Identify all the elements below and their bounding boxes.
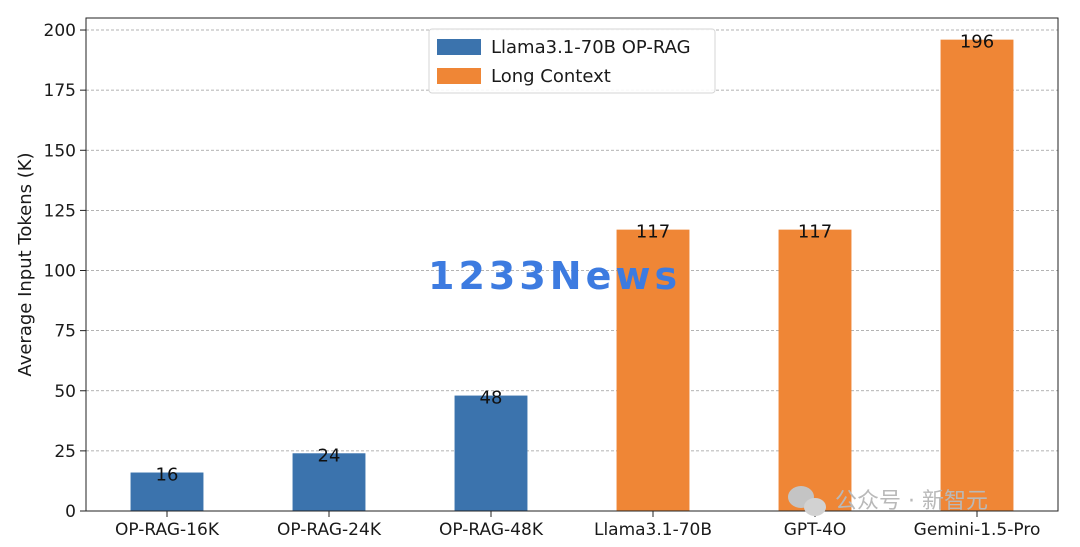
- y-tick-label: 75: [54, 322, 76, 342]
- wechat-icon: [788, 486, 826, 516]
- y-tick-label: 0: [65, 502, 76, 522]
- bar-value-label: 117: [798, 222, 832, 243]
- x-tick-label: OP-RAG-16K: [115, 520, 220, 540]
- bar-value-label: 48: [480, 388, 503, 409]
- watermark-text: 1233News: [428, 254, 681, 298]
- y-tick-label: 50: [54, 382, 76, 402]
- y-tick-label: 125: [44, 201, 76, 221]
- legend-box: [428, 28, 716, 94]
- bars: [130, 39, 1014, 512]
- legend-swatch: [437, 68, 481, 84]
- y-tick-label: 100: [44, 262, 76, 282]
- y-axis-title: Average Input Tokens (K): [15, 152, 36, 376]
- y-tick-label: 200: [44, 21, 76, 41]
- legend-label: Llama3.1-70B OP-RAG: [491, 37, 691, 58]
- plot-frame: [85, 17, 1059, 512]
- bar-op-rag-24k: [292, 453, 366, 511]
- bar-value-label: 24: [318, 445, 341, 466]
- bar-op-rag-16k: [130, 472, 204, 511]
- x-tick-label: GPT-4O: [784, 520, 847, 540]
- bar-value-label: 117: [636, 222, 670, 243]
- x-tick-label: OP-RAG-24K: [277, 520, 382, 540]
- bar-value-label: 196: [960, 32, 994, 53]
- wechat-text: 公众号 · 新智元: [835, 489, 988, 514]
- x-axis: OP-RAG-16K OP-RAG-24K OP-RAG-48K Llama3.1-7…: [115, 511, 1040, 540]
- y-tick-label: 150: [44, 141, 76, 161]
- data-labels: 16 24 48 117 117 196: [156, 32, 995, 486]
- bar-gemini-1-5-pro: [940, 39, 1014, 512]
- x-tick-label: Llama3.1-70B: [594, 520, 712, 540]
- bar-llama3-1-70b: [616, 229, 690, 511]
- legend-label: Long Context: [491, 66, 611, 87]
- bar-op-rag-48k: [454, 395, 528, 511]
- bar-value-label: 16: [156, 465, 179, 486]
- x-tick-label: Gemini-1.5-Pro: [914, 520, 1041, 540]
- bar-gpt-4o: [778, 229, 852, 511]
- wechat-mark: 公众号 · 新智元: [788, 486, 988, 516]
- y-axis: 0 25 50 75 100 125 150 175 200: [44, 21, 86, 522]
- legend-swatch: [437, 39, 481, 55]
- x-tick-label: OP-RAG-48K: [439, 520, 544, 540]
- legend: Llama3.1-70B OP-RAG Long Context: [428, 28, 716, 94]
- y-tick-label: 25: [54, 442, 76, 462]
- y-tick-label: 175: [44, 81, 76, 101]
